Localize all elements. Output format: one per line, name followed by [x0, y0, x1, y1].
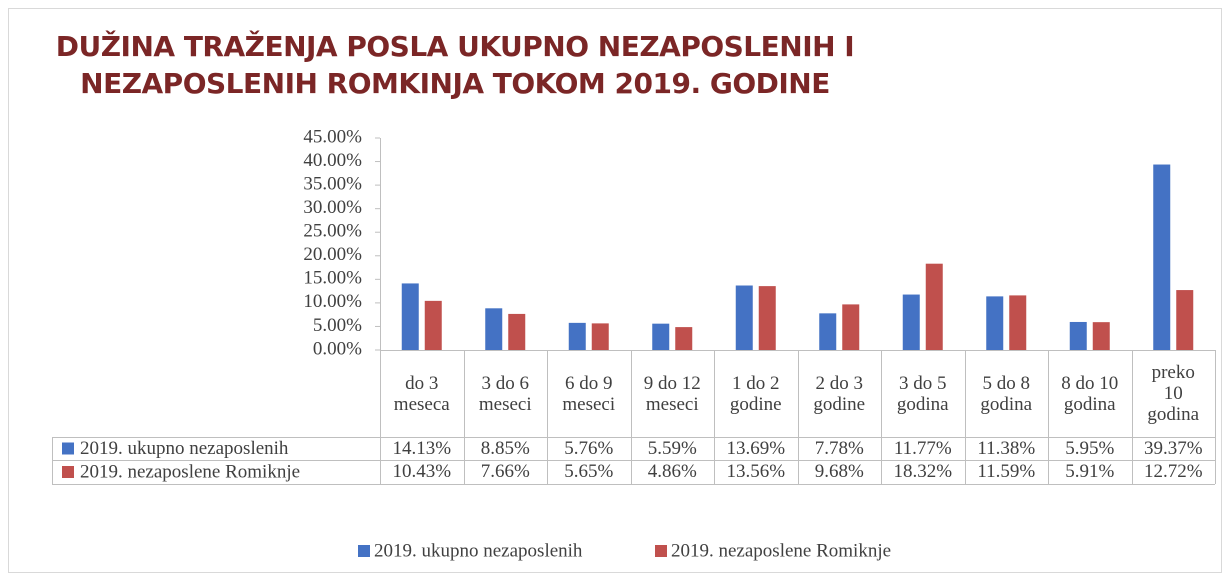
table-value: 11.38%: [977, 438, 1036, 459]
bar: [485, 308, 503, 350]
x-tick-label: preko 10 godina: [1147, 362, 1200, 425]
x-tick-label: 8 do 10 godina: [1061, 372, 1119, 415]
table-value: 14.13%: [392, 438, 452, 459]
legend-key: [655, 545, 667, 557]
bar: [1176, 290, 1194, 350]
bar: [842, 304, 860, 350]
x-tick-label: 9 do 12 meseci: [643, 372, 701, 415]
table-value: 5.59%: [647, 438, 697, 459]
table-value: 4.86%: [647, 461, 697, 482]
bar: [1153, 164, 1171, 350]
y-tick-label: 15.00%: [303, 268, 362, 289]
table-value: 8.85%: [480, 438, 530, 459]
x-tick-label: 1 do 2 godine: [729, 372, 782, 415]
bar: [675, 327, 693, 350]
legend-label: 2019. ukupno nezaposlenih: [374, 540, 583, 561]
table-value: 7.66%: [480, 461, 530, 482]
bar: [819, 313, 837, 350]
bar: [1069, 321, 1087, 350]
bar: [1009, 295, 1027, 350]
chart-border: [8, 8, 1222, 573]
y-tick-label: 25.00%: [303, 221, 362, 242]
x-tick-label: 3 do 5 godina: [896, 372, 949, 415]
legend-label: 2019. nezaposlene Romiknje: [671, 540, 891, 561]
table-value: 13.56%: [726, 461, 786, 482]
x-tick-label: 2 do 3 godine: [813, 372, 866, 415]
y-tick-label: 20.00%: [303, 244, 362, 265]
table-value: 9.68%: [814, 461, 864, 482]
y-tick-label: 0.00%: [313, 338, 362, 359]
bar: [508, 313, 526, 350]
bar: [925, 263, 943, 350]
table-value: 5.91%: [1065, 461, 1115, 482]
table-value: 10.43%: [392, 461, 452, 482]
bar: [735, 285, 753, 350]
table-value: 11.77%: [893, 438, 952, 459]
x-tick-label: 5 do 8 godina: [980, 372, 1033, 415]
table-legend-key: [62, 442, 74, 455]
bar: [758, 286, 776, 350]
bar: [902, 294, 920, 350]
table-series-name: 2019. ukupno nezaposlenih: [80, 438, 289, 459]
table-value: 7.78%: [814, 438, 864, 459]
legend-key: [358, 545, 370, 557]
x-tick-label: 3 do 6 meseci: [478, 372, 532, 415]
bar: [1092, 322, 1110, 350]
table-value: 39.37%: [1143, 438, 1203, 459]
table-value: 5.65%: [564, 461, 614, 482]
table-legend-key: [62, 466, 74, 478]
y-tick-label: 30.00%: [303, 197, 362, 218]
bar: [401, 283, 419, 350]
bar: [568, 322, 586, 350]
chart-title: DUŽINA TRAŽENJA POSLA UKUPNO NEZAPOSLENI…: [55, 30, 855, 100]
table-value: 11.59%: [977, 461, 1036, 482]
table-value: 12.72%: [1143, 461, 1203, 482]
bar: [591, 323, 609, 350]
table-value: 5.76%: [564, 438, 614, 459]
table-value: 13.69%: [726, 438, 786, 459]
y-tick-label: 35.00%: [303, 173, 362, 194]
bar: [986, 296, 1004, 350]
table-value: 5.95%: [1065, 438, 1115, 459]
bar: [652, 323, 670, 350]
table-value: 18.32%: [893, 461, 953, 482]
y-tick-label: 40.00%: [303, 150, 362, 171]
bar: [424, 300, 442, 350]
y-tick-label: 5.00%: [313, 315, 362, 336]
x-tick-label: 6 do 9 meseci: [562, 372, 616, 415]
y-tick-label: 10.00%: [303, 291, 362, 312]
table-series-name: 2019. nezaposlene Romiknje: [80, 461, 300, 482]
y-tick-label: 45.00%: [303, 126, 362, 147]
x-tick-label: do 3 meseca: [393, 372, 450, 415]
